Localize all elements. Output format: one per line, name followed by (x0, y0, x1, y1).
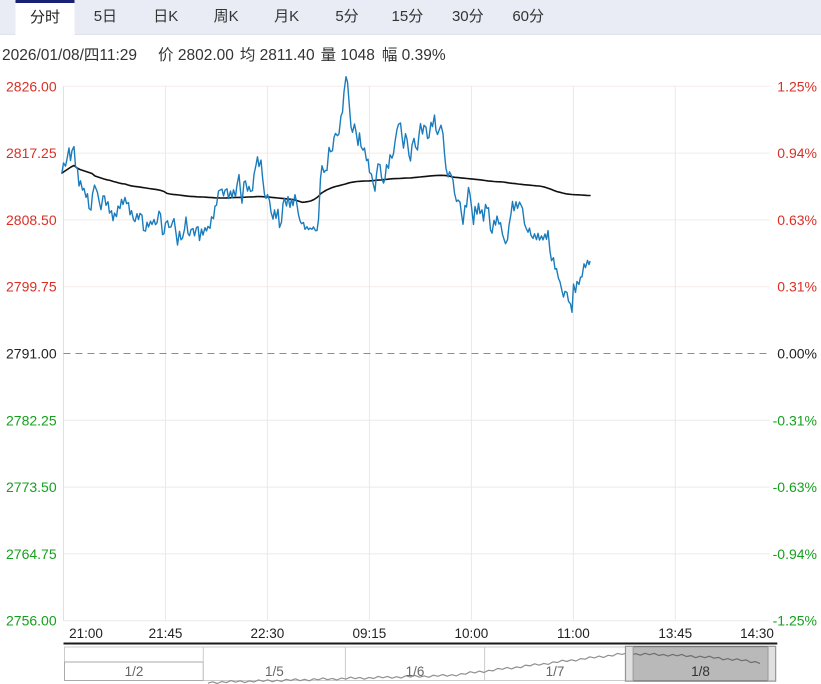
svg-text:1/8: 1/8 (691, 664, 710, 679)
svg-text:2799.75: 2799.75 (6, 279, 57, 295)
svg-text:09:15: 09:15 (353, 626, 387, 641)
svg-text:21:45: 21:45 (149, 626, 183, 641)
svg-text:-1.25%: -1.25% (773, 613, 817, 629)
svg-text:10:00: 10:00 (455, 626, 489, 641)
svg-text:13:45: 13:45 (658, 626, 692, 641)
svg-text:-0.63%: -0.63% (773, 479, 817, 495)
svg-text:1/2: 1/2 (125, 664, 144, 679)
svg-text:2782.25: 2782.25 (6, 412, 57, 428)
svg-text:2791.00: 2791.00 (6, 346, 57, 362)
svg-text:2817.25: 2817.25 (6, 145, 57, 161)
svg-text:0.94%: 0.94% (777, 145, 817, 161)
svg-text:1.25%: 1.25% (777, 78, 817, 94)
svg-text:0.31%: 0.31% (777, 279, 817, 295)
svg-text:1/5: 1/5 (265, 664, 284, 679)
svg-text:2756.00: 2756.00 (6, 613, 57, 629)
svg-text:1/7: 1/7 (546, 664, 565, 679)
svg-text:-0.31%: -0.31% (773, 412, 817, 428)
svg-text:22:30: 22:30 (251, 626, 285, 641)
svg-text:2764.75: 2764.75 (6, 546, 57, 562)
svg-text:14:30: 14:30 (740, 626, 774, 641)
svg-text:1/6: 1/6 (406, 664, 425, 679)
svg-text:21:00: 21:00 (69, 626, 103, 641)
svg-text:11:00: 11:00 (557, 626, 590, 641)
svg-text:0.00%: 0.00% (777, 346, 817, 362)
svg-text:2808.50: 2808.50 (6, 212, 57, 228)
svg-text:2826.00: 2826.00 (6, 78, 57, 94)
svg-text:2773.50: 2773.50 (6, 479, 57, 495)
svg-text:0.63%: 0.63% (777, 212, 817, 228)
svg-text:-0.94%: -0.94% (773, 546, 817, 562)
